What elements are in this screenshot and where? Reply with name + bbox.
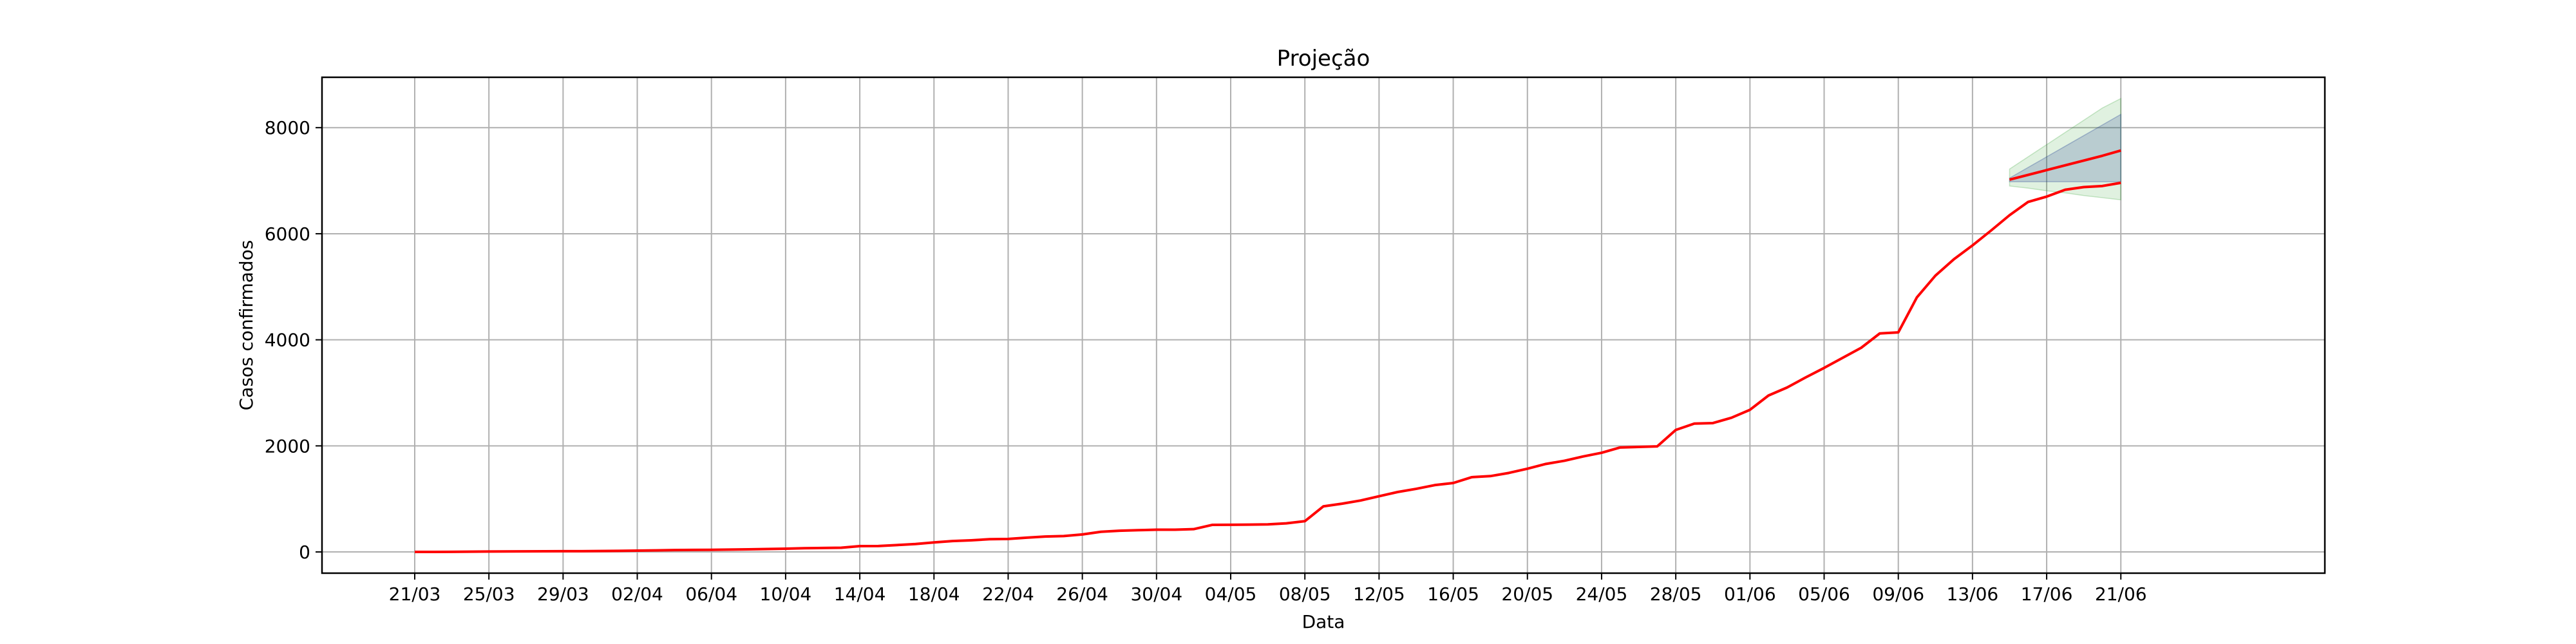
x-tick-label: 14/04 [834, 583, 886, 605]
x-axis-label: Data [1302, 611, 1345, 632]
y-tick-label: 6000 [265, 223, 310, 245]
y-tick-label: 4000 [265, 330, 310, 351]
y-axis-ticks: 0 2000 4000 6000 8000 [265, 117, 322, 563]
x-tick-label: 05/06 [1798, 583, 1850, 605]
plot-frame [321, 76, 2326, 574]
x-tick-label: 28/05 [1650, 583, 1702, 605]
grid-lines [322, 77, 2325, 573]
x-tick-label: 18/04 [908, 583, 960, 605]
x-tick-label: 02/04 [611, 583, 663, 605]
x-tick-label: 08/05 [1279, 583, 1331, 605]
series-line-observed [414, 181, 2121, 554]
x-tick-label: 21/06 [2095, 583, 2147, 605]
x-tick-label: 01/06 [1724, 583, 1776, 605]
x-tick-label: 17/06 [2021, 583, 2073, 605]
x-tick-label: 30/04 [1130, 583, 1182, 605]
y-tick-label: 0 [299, 542, 310, 563]
x-tick-label: 21/03 [389, 583, 441, 605]
x-tick-label: 09/06 [1872, 583, 1924, 605]
x-tick-label: 12/05 [1353, 583, 1405, 605]
confidence-band-1 [2009, 97, 2121, 201]
x-tick-label: 24/05 [1576, 583, 1628, 605]
x-tick-label: 16/05 [1427, 583, 1479, 605]
y-tick-label: 2000 [265, 435, 310, 457]
x-tick-label: 26/04 [1056, 583, 1108, 605]
chart-title: Projeção [1277, 46, 1370, 71]
x-tick-label: 20/05 [1501, 583, 1553, 605]
y-tick-label: 8000 [265, 117, 310, 138]
x-tick-label: 06/04 [685, 583, 737, 605]
x-tick-label: 13/06 [1947, 583, 1999, 605]
series-line-projection [2009, 149, 2121, 181]
x-axis-ticks: 21/03 25/03 29/03 02/04 06/04 10/04 14/04 18/04… [389, 573, 2147, 605]
x-tick-label: 04/05 [1205, 583, 1257, 605]
y-axis-label: Casos confirmados [236, 240, 257, 411]
confidence-bands [2009, 97, 2121, 201]
x-tick-label: 10/04 [760, 583, 812, 605]
confidence-band-2 [2009, 113, 2121, 182]
x-tick-label: 25/03 [463, 583, 515, 605]
x-tick-label: 22/04 [982, 583, 1034, 605]
x-tick-label: 29/03 [537, 583, 589, 605]
data-series [414, 149, 2121, 554]
